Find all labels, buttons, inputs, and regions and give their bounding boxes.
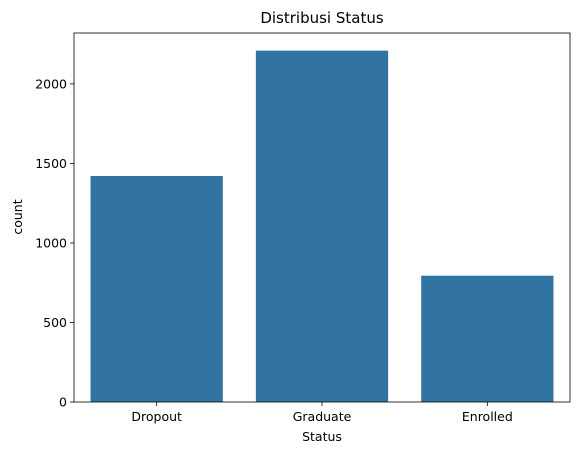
bar-enrolled bbox=[421, 275, 554, 402]
x-axis: Dropout Graduate Enrolled bbox=[131, 402, 513, 424]
y-tick-label: 1500 bbox=[35, 156, 67, 171]
x-tick-label: Graduate bbox=[293, 409, 352, 424]
y-tick-label: 500 bbox=[43, 315, 67, 330]
x-tick-label: Dropout bbox=[131, 409, 182, 424]
bar-dropout bbox=[90, 175, 223, 402]
chart-title: Distribusi Status bbox=[260, 9, 384, 27]
bar-graduate bbox=[255, 50, 389, 402]
y-tick-label: 1000 bbox=[35, 235, 67, 250]
y-tick-label: 2000 bbox=[35, 76, 67, 91]
y-axis-label: count bbox=[10, 199, 25, 234]
y-axis: 0 500 1000 1500 2000 bbox=[35, 76, 74, 410]
x-tick-label: Enrolled bbox=[462, 409, 513, 424]
x-axis-label: Status bbox=[302, 429, 342, 444]
y-tick-label: 0 bbox=[59, 395, 67, 410]
bars-layer bbox=[90, 50, 554, 402]
